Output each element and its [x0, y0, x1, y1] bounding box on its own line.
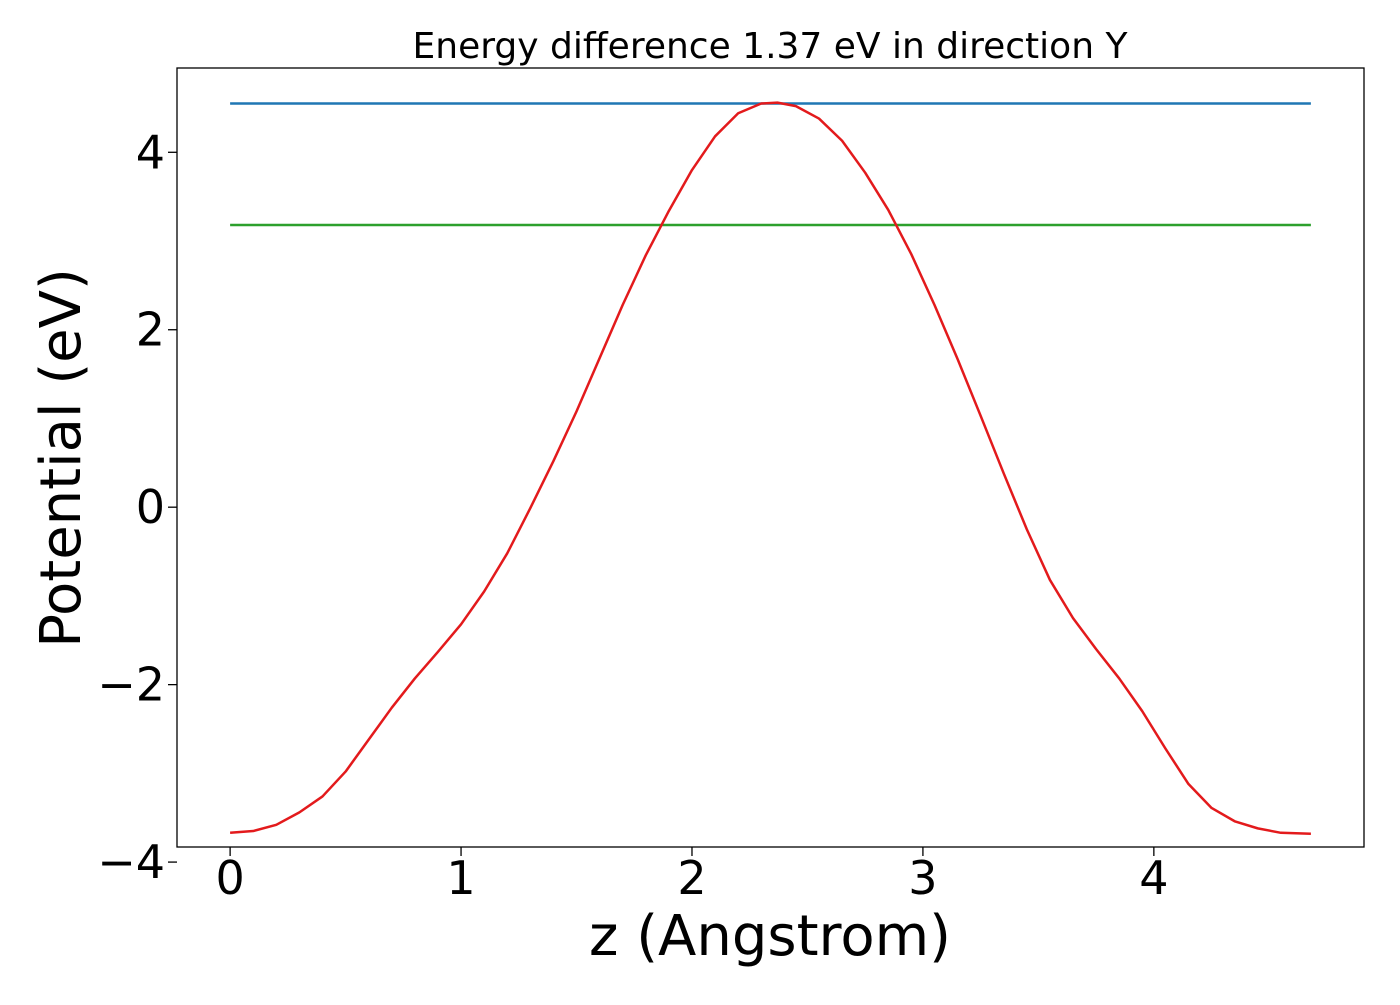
chart-title: Energy difference 1.37 eV in direction Y — [413, 26, 1129, 67]
x-tick-label: 3 — [908, 851, 937, 905]
x-tick-label: 4 — [1139, 851, 1168, 905]
y-tick-label: −2 — [97, 658, 165, 712]
y-tick-label: −4 — [97, 835, 165, 889]
y-tick-label: 4 — [136, 125, 165, 179]
plot-area — [176, 67, 1365, 848]
x-tick-label: 2 — [677, 851, 706, 905]
x-tick-label: 0 — [215, 851, 244, 905]
y-tick-label: 0 — [136, 480, 165, 534]
y-axis-label: Potential (eV) — [29, 268, 94, 648]
series-layer — [230, 101, 1311, 835]
x-axis-label: z (Angstrom) — [589, 904, 951, 969]
y-tick-label: 2 — [136, 303, 165, 357]
ticks-layer: 0 1 2 3 4 −4 −2 0 2 4 — [97, 125, 1168, 905]
x-tick-label: 1 — [446, 851, 475, 905]
series-line-3 — [230, 101, 1311, 835]
